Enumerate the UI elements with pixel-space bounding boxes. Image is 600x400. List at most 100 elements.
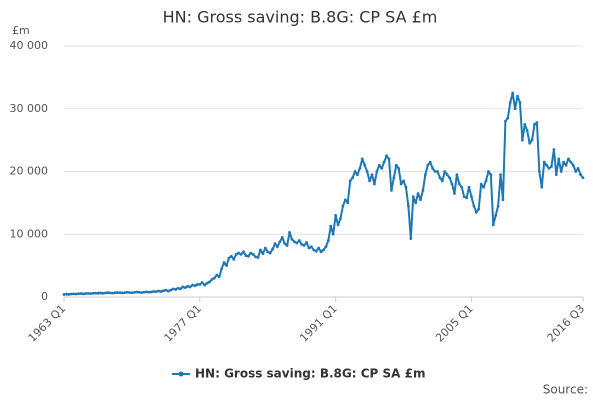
point <box>467 185 471 189</box>
point <box>154 290 158 294</box>
point <box>288 230 291 234</box>
point <box>290 237 294 241</box>
x-tick-label: 2005 Q1 <box>433 302 476 345</box>
point <box>79 292 83 295</box>
point <box>557 157 561 161</box>
point <box>411 195 415 199</box>
point <box>191 283 194 287</box>
point <box>305 241 308 244</box>
point <box>416 192 420 195</box>
point <box>390 188 393 192</box>
point <box>353 170 357 173</box>
point <box>499 173 502 177</box>
point <box>118 291 122 295</box>
point <box>431 166 435 170</box>
point <box>77 292 80 296</box>
point <box>244 254 248 257</box>
point <box>552 148 556 151</box>
point <box>496 204 500 208</box>
point <box>326 239 330 242</box>
point <box>266 250 270 254</box>
point <box>409 237 413 241</box>
point <box>74 292 78 296</box>
point <box>348 179 352 183</box>
point <box>140 291 144 295</box>
point <box>302 244 306 247</box>
y-unit: £m <box>12 24 30 37</box>
point <box>375 170 379 173</box>
x-tick-label: 1963 Q1 <box>26 302 69 345</box>
point <box>402 179 405 183</box>
point <box>433 170 437 173</box>
point <box>179 287 182 291</box>
point <box>503 119 507 123</box>
x-tick-label: 1977 Q1 <box>162 302 205 345</box>
point <box>254 255 257 259</box>
point <box>554 173 558 177</box>
point <box>576 166 580 170</box>
point <box>317 246 321 250</box>
point <box>530 138 534 142</box>
point <box>96 291 100 295</box>
y-tick-label: 30 000 <box>10 102 49 115</box>
point <box>421 188 425 192</box>
point <box>426 163 430 167</box>
point <box>460 185 464 189</box>
point <box>579 173 582 177</box>
point <box>523 123 527 126</box>
point <box>176 286 180 290</box>
point <box>574 170 578 173</box>
point <box>188 285 192 289</box>
point <box>295 241 299 245</box>
point <box>457 182 461 186</box>
point <box>351 176 355 180</box>
point <box>186 284 190 288</box>
point <box>334 214 338 217</box>
point <box>363 163 367 167</box>
point <box>559 170 563 173</box>
point <box>130 291 134 295</box>
point <box>237 251 241 255</box>
point <box>474 210 478 214</box>
point <box>440 179 444 183</box>
point <box>341 204 345 208</box>
point <box>94 291 97 295</box>
point <box>477 207 481 211</box>
point <box>232 257 236 261</box>
point <box>285 244 289 247</box>
point <box>203 283 207 287</box>
point <box>227 256 231 260</box>
point <box>149 290 153 294</box>
point <box>489 173 493 177</box>
point <box>392 176 396 180</box>
point <box>346 201 350 205</box>
point <box>113 291 117 295</box>
point <box>157 289 160 293</box>
point <box>520 138 524 142</box>
point <box>312 248 316 252</box>
point <box>132 290 136 294</box>
legend-marker <box>178 371 184 377</box>
point <box>445 173 449 177</box>
point <box>319 250 323 254</box>
point <box>542 160 546 164</box>
point <box>195 283 199 286</box>
point <box>137 290 141 294</box>
source: Source: <box>543 383 588 397</box>
point <box>513 107 517 111</box>
point <box>111 291 114 295</box>
point <box>564 163 568 167</box>
point <box>123 291 127 295</box>
point <box>251 252 255 256</box>
point <box>470 195 473 199</box>
point <box>263 246 267 250</box>
point <box>508 101 512 104</box>
point <box>147 290 151 294</box>
point <box>280 235 284 239</box>
point <box>567 157 570 161</box>
point <box>414 201 418 205</box>
point <box>249 251 253 255</box>
point <box>494 214 498 217</box>
point <box>183 286 187 289</box>
